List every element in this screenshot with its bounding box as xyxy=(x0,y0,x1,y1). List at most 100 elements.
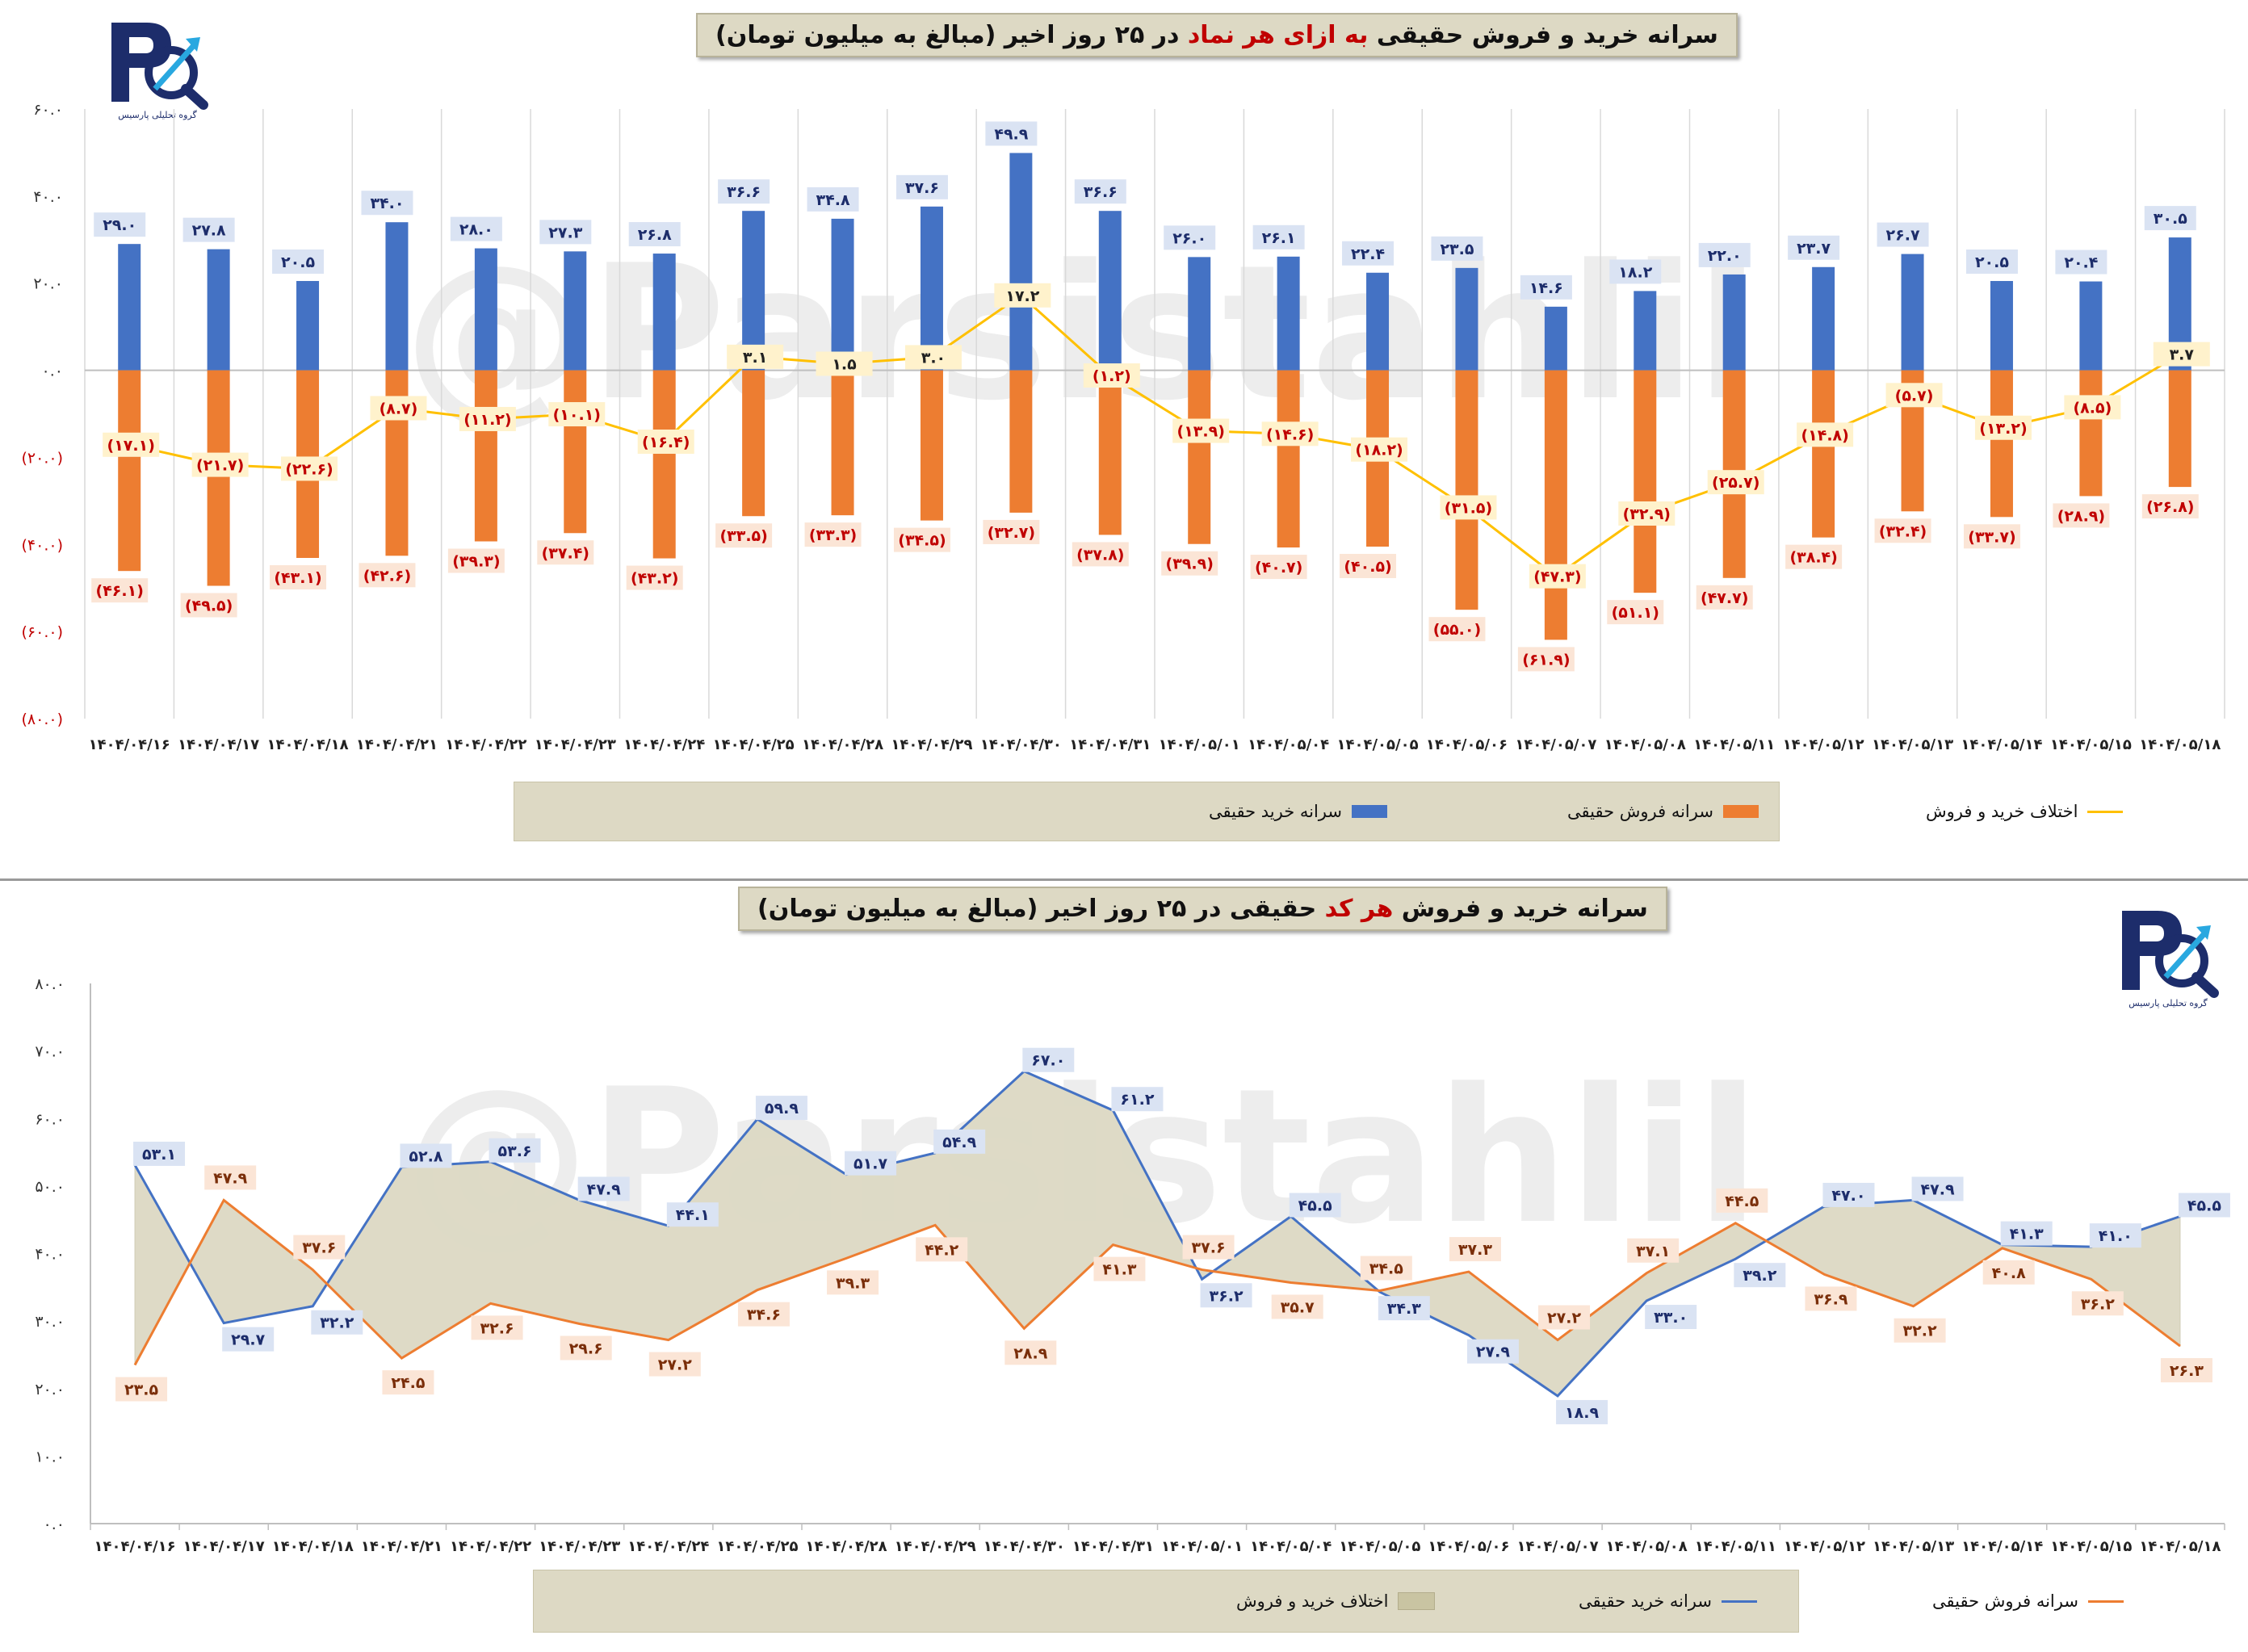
sell-data-label-bg xyxy=(382,1370,434,1395)
diff-data-label: ۳.۷ xyxy=(2170,346,2195,364)
sell-data-label: ۴۴.۵ xyxy=(1725,1193,1759,1210)
diff-data-label-bg xyxy=(1707,470,1764,495)
sell-data-label: ۳۲.۲ xyxy=(1903,1323,1937,1340)
buy-data-label: ۳۹.۲ xyxy=(1743,1267,1776,1285)
diff-data-label-bg xyxy=(994,283,1051,308)
sell-bar xyxy=(920,370,943,521)
x-tick-label: ۱۴۰۴/۰۵/۰۷ xyxy=(1515,736,1596,753)
buy-data-label-bg xyxy=(1520,275,1572,300)
buy-bar xyxy=(831,218,854,371)
y-tick-label: ۸۰.۰ xyxy=(35,975,65,993)
top-legend: سرانه خرید حقیقی سرانه فروش حقیقی اختلاف… xyxy=(514,782,2124,841)
sell-data-label-bg xyxy=(1982,1260,2035,1285)
y-tick-label: ۴۰.۰ xyxy=(33,188,63,206)
diff-data-label: ۱.۵ xyxy=(832,355,857,373)
legend-item-diff: اختلاف خرید و فروش xyxy=(1926,782,2124,841)
logo-mark-icon xyxy=(2122,911,2219,998)
sell-data-label-bg xyxy=(916,1237,968,1262)
x-tick-label: ۱۴۰۴/۰۵/۱۵ xyxy=(2050,736,2132,753)
buy-data-label: ۴۱.۰ xyxy=(2099,1227,2133,1245)
legend-swatch-sell xyxy=(2087,1600,2124,1603)
top-chart-panel: گروه تحلیلی پارسیس سرانه خرید و فروش حقی… xyxy=(0,13,2248,881)
sell-data-label-bg xyxy=(827,1270,879,1295)
sell-data-label-bg xyxy=(180,593,237,618)
buy-bar xyxy=(1098,211,1122,371)
sell-data-label-bg xyxy=(2160,1358,2212,1383)
top-title-part1: سرانه خرید و فروش حقیقی xyxy=(1368,21,1718,49)
parsis-logo: گروه تحلیلی پارسیس xyxy=(2116,903,2221,1016)
diff-data-label: (۱۷.۱) xyxy=(107,437,155,455)
sell-data-label: ۴۱.۳ xyxy=(1102,1261,1136,1279)
diff-data-label-bg xyxy=(1083,363,1140,388)
buy-data-label: ۲۰.۵ xyxy=(281,254,315,271)
sell-data-label-bg xyxy=(1072,542,1129,567)
legend-item-sell: سرانه فروش حقیقی xyxy=(1932,1570,2124,1632)
diff-data-label-bg xyxy=(1440,495,1497,520)
buy-data-label-bg xyxy=(450,216,502,241)
diff-data-label-bg xyxy=(2064,395,2121,420)
diff-data-label-bg xyxy=(1974,415,2032,440)
sell-data-label: ۴۰.۸ xyxy=(1992,1264,2026,1282)
buy-data-label-bg xyxy=(2144,206,2196,231)
buy-data-label: ۳۶.۶ xyxy=(1084,183,1118,201)
buy-data-label-bg xyxy=(489,1138,541,1163)
sell-data-label-bg xyxy=(1271,1294,1323,1319)
legend-label-buy: سرانه خرید حقیقی xyxy=(1209,802,1342,821)
sell-data-label: (۳۳.۷) xyxy=(1968,528,2015,546)
buy-bar xyxy=(1901,254,1924,371)
x-tick-label: ۱۴۰۴/۰۴/۱۶ xyxy=(94,1538,176,1555)
x-tick-label: ۱۴۰۴/۰۴/۳۱ xyxy=(1069,736,1151,753)
y-tick-label: (۲۰.۰) xyxy=(22,449,63,467)
diff-data-label: (۱.۲) xyxy=(1093,367,1131,385)
x-tick-label: ۱۴۰۴/۰۴/۲۲ xyxy=(450,1538,531,1555)
buy-bar xyxy=(385,222,409,371)
x-tick-label: ۱۴۰۴/۰۵/۱۸ xyxy=(2139,736,2221,753)
sell-bar xyxy=(1009,370,1033,513)
legend-swatch-sell xyxy=(1722,805,1759,818)
buy-data-label: ۵۲.۸ xyxy=(409,1147,442,1165)
buy-data-label-bg xyxy=(2089,1223,2141,1248)
buy-data-label: ۲۹.۰ xyxy=(103,216,136,234)
buy-bar xyxy=(1455,267,1478,371)
y-tick-label: ۳۰.۰ xyxy=(35,1313,65,1331)
buy-bar xyxy=(1009,153,1033,371)
sell-bar xyxy=(1277,370,1300,548)
buy-data-label: ۱۸.۲ xyxy=(1618,263,1652,281)
logo-caption: گروه تحلیلی پارسیس xyxy=(2128,998,2208,1008)
sell-data-label-bg xyxy=(560,1335,612,1361)
buy-data-label-bg xyxy=(1252,224,1305,249)
buy-data-label: ۲۷.۳ xyxy=(548,224,582,241)
buy-data-label: ۵۳.۱ xyxy=(142,1146,176,1164)
x-tick-label: ۱۴۰۴/۰۴/۲۲ xyxy=(445,736,526,753)
legend-label-diff: اختلاف خرید و فروش xyxy=(1236,1591,1389,1611)
diff-data-label-bg xyxy=(1261,421,1319,447)
buy-data-label-bg xyxy=(1200,1283,1252,1308)
buy-data-label: ۳۶.۶ xyxy=(727,183,761,201)
sell-data-label: (۳۳.۵) xyxy=(719,527,767,545)
buy-data-label-bg xyxy=(1431,236,1483,261)
sell-data-label: (۳۷.۸) xyxy=(1076,546,1124,564)
legend-item-sell: سرانه فروش حقیقی xyxy=(1567,782,1759,841)
buy-data-label: ۴۵.۵ xyxy=(1298,1197,1332,1215)
x-tick-label: ۱۴۰۴/۰۴/۲۵ xyxy=(713,736,795,753)
x-tick-label: ۱۴۰۴/۰۴/۳۰ xyxy=(984,1538,1065,1555)
sell-data-label: ۲۸.۹ xyxy=(1013,1344,1047,1362)
buy-data-label-bg xyxy=(895,174,948,199)
buy-data-label: ۲۶.۸ xyxy=(638,226,672,244)
buy-data-label: ۴۵.۵ xyxy=(2187,1197,2221,1215)
x-tick-label: ۱۴۰۴/۰۴/۱۸ xyxy=(272,1538,354,1555)
top-bar-chart: ۶۰.۰ ۴۰.۰ ۲۰.۰ ۰.۰ (۲۰.۰) (۴۰.۰) (۶۰.۰) (۸۰.۰) ۱… xyxy=(22,101,2225,753)
buy-data-label: ۳۲.۲ xyxy=(320,1314,354,1332)
y-tick-label: ۰.۰ xyxy=(42,363,63,380)
diff-data-label-bg xyxy=(1797,422,1854,447)
legend-swatch-buy xyxy=(1721,1600,1757,1603)
sell-bar xyxy=(1188,370,1211,544)
buy-data-label-bg xyxy=(2055,249,2108,275)
diff-data-label-bg xyxy=(1351,437,1408,462)
sell-data-label: (۲۶.۸) xyxy=(2146,498,2194,516)
y-tick-label: (۸۰.۰) xyxy=(22,711,63,728)
sell-data-label-bg xyxy=(1182,1235,1235,1260)
y-tick-label: ۷۰.۰ xyxy=(35,1043,65,1061)
parsis-logo: گروه تحلیلی پارسیس xyxy=(105,15,210,128)
buy-bar xyxy=(1634,291,1657,371)
